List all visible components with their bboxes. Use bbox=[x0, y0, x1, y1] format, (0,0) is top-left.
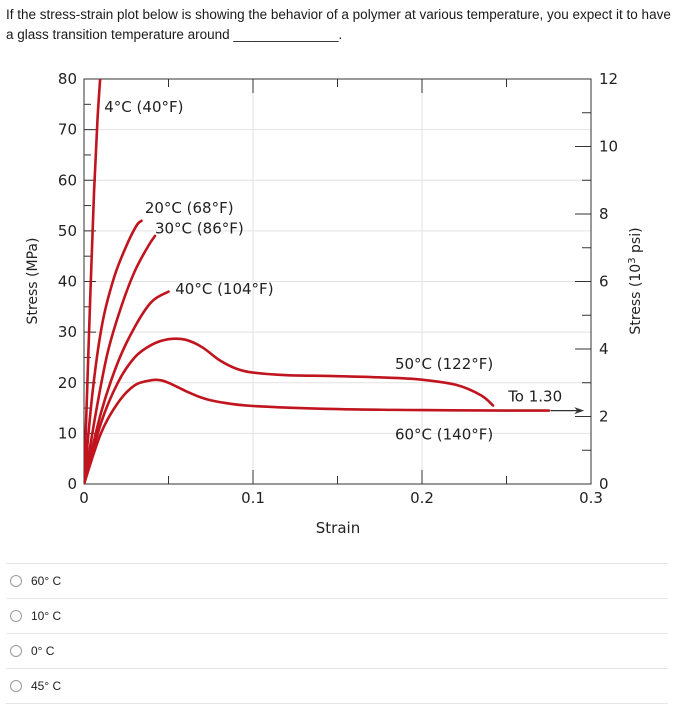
radio-icon[interactable] bbox=[10, 575, 22, 587]
data-series bbox=[84, 79, 551, 484]
x-tick-label: 0 bbox=[79, 489, 89, 507]
y2-tick-label: 10 bbox=[599, 138, 618, 156]
arrow-head-icon bbox=[574, 407, 585, 415]
y-tick-label: 80 bbox=[58, 70, 77, 88]
radio-icon[interactable] bbox=[10, 645, 22, 657]
curve-label-6: To 1.30 bbox=[507, 387, 562, 405]
x-axis-label: Strain bbox=[316, 519, 360, 537]
y-tick-label: 0 bbox=[67, 475, 77, 493]
question-text: If the stress-strain plot below is showi… bbox=[6, 5, 674, 45]
y-axis-label: Stress (MPa) bbox=[25, 238, 41, 325]
answer-option-10c[interactable]: 10° C bbox=[6, 598, 668, 633]
curve-label-4: 50°C (122°F) bbox=[395, 355, 493, 373]
series-line-3 bbox=[84, 290, 170, 484]
curve-label-2: 30°C (86°F) bbox=[155, 219, 244, 237]
answer-label: 45° C bbox=[31, 679, 62, 693]
x-tick-label: 0.2 bbox=[410, 489, 434, 507]
stress-strain-chart: 4°C (40°F) 20°C (68°F) 30°C (86°F) 40°C (10… bbox=[25, 70, 645, 537]
answer-option-0c[interactable]: 0° C bbox=[6, 633, 668, 668]
radio-icon[interactable] bbox=[10, 680, 22, 692]
x-tick-label: 0.1 bbox=[241, 489, 265, 507]
curve-labels: 4°C (40°F) 20°C (68°F) 30°C (86°F) 40°C (10… bbox=[104, 98, 585, 443]
answer-option-60c[interactable]: 60° C bbox=[6, 563, 668, 598]
curve-label-5: 60°C (140°F) bbox=[395, 425, 493, 443]
curve-label-1: 20°C (68°F) bbox=[145, 199, 234, 217]
curve-label-0: 4°C (40°F) bbox=[104, 98, 183, 116]
series-line-1 bbox=[84, 219, 143, 484]
y2-tick-label: 6 bbox=[599, 273, 609, 291]
curve-label-3: 40°C (104°F) bbox=[175, 280, 273, 298]
y-tick-label: 50 bbox=[58, 222, 77, 240]
y-tick-label: 40 bbox=[58, 273, 77, 291]
answer-label: 60° C bbox=[31, 574, 62, 588]
y-tick-label: 70 bbox=[58, 121, 77, 139]
series-line-2 bbox=[84, 234, 157, 484]
answer-label: 0° C bbox=[31, 644, 55, 658]
y2-axis-label: Stress (103 psi) bbox=[627, 227, 645, 334]
y2-tick-label: 0 bbox=[599, 475, 609, 493]
y2-tick-label: 8 bbox=[599, 205, 609, 223]
answer-options: 60° C 10° C 0° C 45° C bbox=[6, 563, 668, 704]
y2-label-suffix: psi) bbox=[628, 227, 644, 257]
y2-tick-label: 2 bbox=[599, 408, 609, 426]
y-tick-label: 60 bbox=[58, 171, 77, 189]
question-prompt: If the stress-strain plot below is showi… bbox=[6, 7, 671, 42]
grid-lines bbox=[84, 79, 591, 484]
y2-label-sup: 3 bbox=[627, 257, 638, 263]
series-line-0 bbox=[84, 79, 102, 484]
y-tick-label: 30 bbox=[58, 323, 77, 341]
answer-option-45c[interactable]: 45° C bbox=[6, 668, 668, 704]
radio-icon[interactable] bbox=[10, 610, 22, 622]
y-tick-label: 20 bbox=[58, 374, 77, 392]
y-tick-label: 10 bbox=[58, 424, 77, 442]
series-line-5 bbox=[84, 378, 551, 484]
y2-tick-label: 4 bbox=[599, 340, 609, 358]
answer-blank: ______________. bbox=[233, 27, 343, 42]
answer-label: 10° C bbox=[31, 609, 62, 623]
series-line-4 bbox=[84, 337, 495, 484]
x-tick-label: 0.3 bbox=[579, 489, 603, 507]
y2-label-prefix: Stress (10 bbox=[628, 264, 644, 335]
y2-tick-label: 12 bbox=[599, 70, 618, 88]
